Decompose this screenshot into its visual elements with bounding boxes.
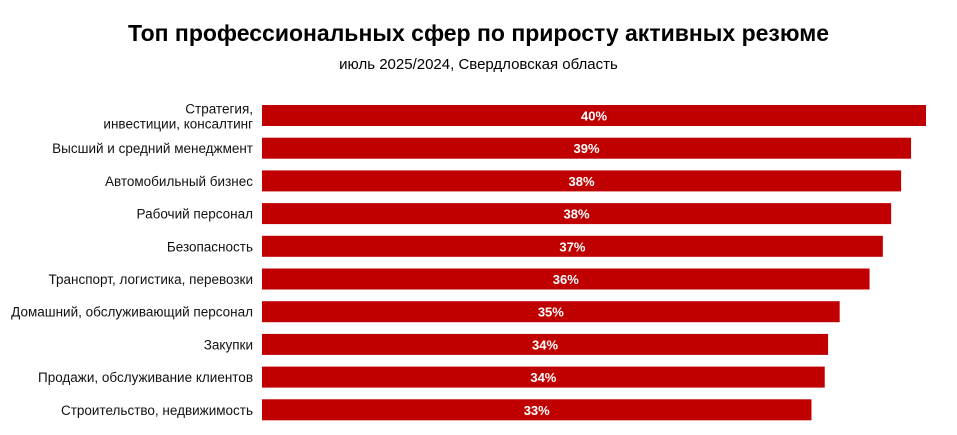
bar: [262, 268, 870, 290]
category-label: Транспорт, логистика, перевозки: [49, 272, 253, 287]
bar: [262, 235, 883, 257]
bar: [262, 366, 825, 388]
bar: [262, 170, 902, 192]
bar: [262, 137, 912, 159]
bar: [262, 301, 840, 323]
category-label: Продажи, обслуживание клиентов: [38, 370, 253, 385]
data-label: 39%: [574, 141, 600, 156]
data-label: 34%: [532, 337, 558, 352]
data-label: 34%: [530, 370, 556, 385]
category-label: Закупки: [204, 337, 253, 352]
data-label: 38%: [564, 207, 590, 222]
data-label: 35%: [538, 305, 564, 320]
data-label: 38%: [569, 174, 595, 189]
bar: [262, 399, 812, 421]
category-label: Стратегия, инвестиции, консалтинг: [103, 102, 253, 132]
category-label: Рабочий персонал: [137, 207, 253, 222]
category-label: Безопасность: [167, 239, 253, 254]
chart-title: Топ профессиональных сфер по приросту ак…: [128, 20, 829, 46]
chart-subtitle: июль 2025/2024, Свердловская область: [339, 56, 618, 73]
data-label: 37%: [559, 239, 585, 254]
category-label: Автомобильный бизнес: [105, 174, 253, 189]
data-label: 40%: [581, 109, 607, 124]
category-label: Строительство, недвижимость: [61, 403, 253, 418]
bar: [262, 105, 926, 126]
data-label: 33%: [524, 403, 550, 418]
bar: [262, 203, 892, 225]
category-label: Домашний, обслуживающий персонал: [11, 305, 253, 320]
category-label: Высший и средний менеджмент: [52, 141, 253, 156]
bar: [262, 333, 829, 355]
data-label: 36%: [553, 272, 579, 287]
